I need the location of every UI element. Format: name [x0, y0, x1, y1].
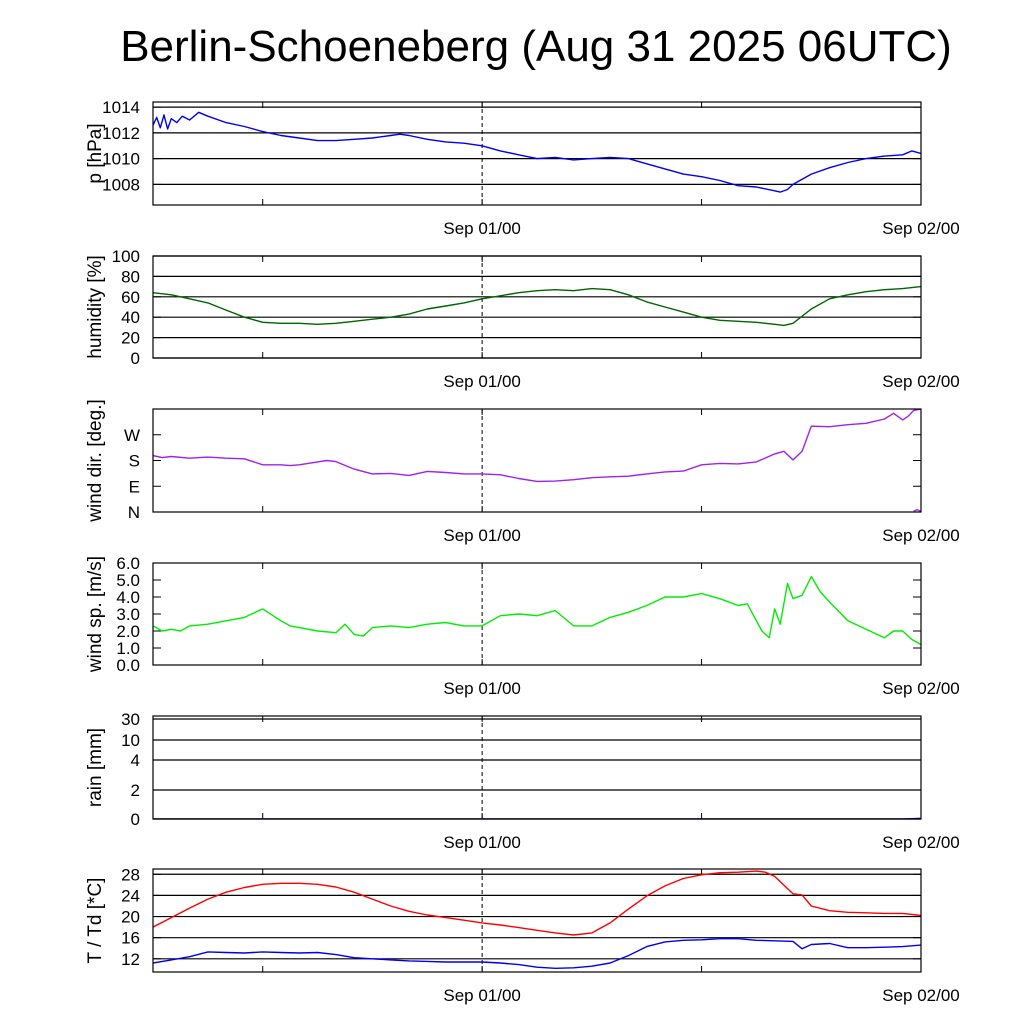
x-tick-label: Sep 01/00 — [443, 833, 521, 852]
y-tick-label: 5.0 — [116, 571, 140, 590]
y-tick-label: 20 — [121, 908, 140, 927]
x-tick-label: Sep 01/00 — [443, 372, 521, 391]
y-tick-label: 80 — [121, 267, 140, 286]
x-tick-label: Sep 02/00 — [882, 219, 960, 238]
panel-frame — [152, 868, 922, 973]
series-line-wind_direction-0 — [153, 409, 921, 483]
x-tick-label: Sep 01/00 — [443, 986, 521, 1005]
panel-pressure: 1008 1010 1012 1014 p [hPa] Sep 01/00 Sep 02/0… — [85, 98, 960, 238]
y-tick-label: 2 — [131, 781, 140, 800]
y-tick-label: 20 — [121, 329, 140, 348]
y-tick-label: 4.0 — [116, 588, 140, 607]
y-tick-label: 1014 — [102, 98, 140, 117]
panel-frame — [152, 408, 922, 513]
x-tick-label: Sep 02/00 — [882, 833, 960, 852]
y-tick-label: 24 — [121, 886, 140, 905]
y-tick-label: 10 — [121, 731, 140, 750]
y-tick-label: 100 — [112, 247, 140, 266]
series-line-temperature-1 — [153, 938, 921, 969]
y-tick-label: 16 — [121, 929, 140, 948]
x-tick-label: Sep 02/00 — [882, 679, 960, 698]
y-tick-label: 40 — [121, 308, 140, 327]
y-tick-label: 1.0 — [116, 639, 140, 658]
series-line-wind_speed-0 — [153, 575, 921, 646]
y-axis-label: T / Td [*C] — [85, 878, 106, 964]
y-tick-label: N — [128, 503, 140, 522]
y-axis-label: p [hPa] — [85, 123, 106, 183]
series-line-wind_direction-1 — [913, 509, 921, 512]
x-tick-label: Sep 01/00 — [443, 526, 521, 545]
x-tick-label: Sep 01/00 — [443, 219, 521, 238]
y-tick-label: 1010 — [102, 150, 140, 169]
y-axis-label: wind dir. [deg.] — [85, 399, 106, 523]
series-line-temperature-0 — [153, 870, 921, 936]
x-tick-label: Sep 02/00 — [882, 372, 960, 391]
y-tick-label: 30 — [121, 710, 140, 729]
y-tick-label: 6.0 — [116, 554, 140, 573]
series-line-pressure-0 — [153, 111, 921, 193]
y-tick-label: 2.0 — [116, 622, 140, 641]
y-tick-label: 1008 — [102, 175, 140, 194]
panel-frame — [152, 255, 922, 359]
series-line-humidity-0 — [153, 285, 921, 327]
y-axis-label: wind sp. [m/s] — [85, 556, 106, 673]
y-tick-label: 0.0 — [116, 656, 140, 675]
x-tick-label: Sep 02/00 — [882, 526, 960, 545]
panel-frame — [152, 715, 922, 820]
y-tick-label: 60 — [121, 288, 140, 307]
y-tick-label: 4 — [131, 751, 140, 770]
y-tick-label: 3.0 — [116, 605, 140, 624]
x-tick-label: Sep 02/00 — [882, 986, 960, 1005]
panel-temperature: 12 16 20 24 28 T / Td [*C] Sep 01/00 Sep 02/00 — [85, 865, 960, 1005]
y-tick-label: 12 — [121, 950, 140, 969]
chart-title: Berlin-Schoeneberg (Aug 31 2025 06UTC) — [120, 22, 952, 71]
panel-frame — [152, 101, 922, 206]
y-tick-label: 0 — [131, 349, 140, 368]
x-tick-label: Sep 01/00 — [443, 679, 521, 698]
panel-rain: 0 2 410 30 rain [mm] Sep 01/00 Sep 02/00 — [85, 710, 960, 852]
y-axis-label: rain [mm] — [85, 728, 106, 807]
y-axis-label: humidity [%] — [85, 255, 106, 358]
panel-wind_speed: 0.01.02.03.04.05.06.0 wind sp. [m/s] Sep 0… — [85, 554, 960, 698]
y-tick-label: 28 — [121, 865, 140, 884]
y-tick-label: W — [124, 426, 140, 445]
y-tick-label: 1012 — [102, 124, 140, 143]
y-tick-label: S — [129, 452, 140, 471]
y-tick-label: 0 — [131, 810, 140, 829]
y-tick-label: E — [129, 477, 140, 496]
panel-frame — [152, 562, 922, 666]
